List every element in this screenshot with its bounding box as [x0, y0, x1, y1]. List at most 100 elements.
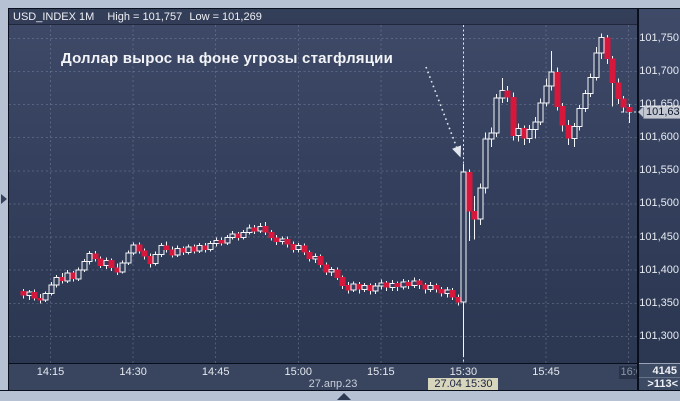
candle-down [604, 37, 611, 60]
candle-up [53, 277, 60, 286]
candle-down [273, 237, 280, 243]
horizontal-scrollbar[interactable] [0, 390, 680, 401]
candle-down [323, 264, 330, 273]
news-annotation: Доллар вырос на фоне угрозы стагфляции [61, 50, 394, 67]
candle-down [202, 245, 209, 250]
y-axis-tick-label: 101,550 [639, 164, 679, 177]
candle-down [504, 90, 511, 98]
candle-up [444, 289, 451, 294]
x-axis-tick-label: 15:00 [284, 366, 313, 378]
candle-down [466, 171, 473, 212]
candle-up [571, 125, 578, 139]
window-frame-left [0, 8, 8, 390]
candle-up [328, 269, 335, 273]
candle-up [196, 245, 203, 252]
candle-down [345, 285, 352, 291]
candle-up [125, 252, 132, 264]
y-axis-tick-label: 101,450 [639, 230, 679, 243]
candle-up [515, 127, 522, 137]
candlestick-plot[interactable] [9, 25, 637, 363]
candle-up [488, 132, 495, 140]
candle-up [482, 138, 489, 189]
candle-down [191, 246, 198, 252]
candle-up [185, 246, 192, 253]
scroll-position-marker-icon[interactable] [337, 393, 351, 400]
y-axis-tick-label: 101,600 [639, 131, 679, 144]
x-axis-tick-label: 14:15 [36, 366, 65, 378]
x-axis-tick-label: 14:30 [119, 366, 147, 378]
candle-down [510, 96, 517, 136]
candle-down [108, 259, 115, 268]
candle-up [42, 292, 49, 301]
chart-shell: USD_INDEX 1M High = 101,757 Low = 101,26… [8, 8, 680, 391]
time-axis[interactable]: 27.апр.23 27.04 15:30 14:15 14:30 14:45 15:… [9, 363, 637, 391]
bar-counter-box: 4145 >113< [639, 363, 680, 391]
candle-up [361, 284, 368, 290]
candle-up [130, 244, 137, 254]
candle-down [471, 210, 478, 220]
date-label: 27.апр.23 [308, 378, 358, 390]
candle-down [339, 277, 346, 286]
candle-down [565, 124, 572, 139]
y-axis-tick-label: 101,650 [639, 98, 679, 111]
candle-down [559, 106, 566, 126]
candle-down [356, 283, 363, 290]
candle-up [312, 255, 319, 260]
candle-up [460, 171, 467, 303]
x-axis-tick-label: 15:45 [532, 366, 560, 378]
candle-up [389, 282, 396, 288]
candle-down [416, 280, 423, 286]
candle-down [334, 269, 341, 278]
candle-up [75, 269, 82, 280]
candle-down [405, 281, 412, 286]
candle-down [147, 255, 154, 264]
candle-up [86, 253, 93, 263]
y-axis-tick-label: 101,350 [639, 296, 679, 309]
axis-separator [637, 9, 639, 391]
candle-down [31, 291, 38, 299]
candle-down [317, 255, 324, 266]
candle-up [26, 291, 33, 296]
candle-down [92, 253, 99, 260]
candle-up [493, 97, 500, 134]
candle-up [350, 283, 357, 291]
y-axis-tick-label: 101,300 [639, 329, 679, 342]
candle-down [284, 238, 291, 245]
candle-up [48, 284, 55, 294]
candle-up [427, 284, 434, 290]
candle-down [609, 58, 616, 83]
instrument-title: USD_INDEX 1M [13, 11, 95, 23]
bars-total-label: 4145 [652, 365, 677, 377]
candle-down [169, 249, 176, 256]
candle-up [548, 71, 555, 87]
y-axis-tick-label: 101,500 [639, 197, 679, 210]
candle-up [543, 85, 550, 104]
candle-down [163, 245, 170, 250]
candle-down [394, 283, 401, 288]
candle-down [433, 285, 440, 290]
candle-down [268, 232, 275, 239]
candle-down [554, 71, 561, 107]
candle-down [290, 244, 297, 250]
candle-up [158, 245, 165, 255]
candle-up [224, 237, 231, 244]
candle-down [136, 244, 143, 252]
bars-visible-label: >113< [639, 377, 680, 390]
candle-down [141, 250, 148, 257]
price-axis[interactable]: 101,639 101,750 101,700 101,650 101,600 101,… [638, 25, 680, 363]
candle-down [20, 291, 27, 296]
candle-down [180, 248, 187, 253]
candle-down [438, 289, 445, 294]
candle-up [532, 121, 539, 131]
y-axis-tick-label: 101,700 [639, 64, 679, 77]
candle-down [626, 106, 633, 113]
candle-up [240, 231, 247, 239]
candle-up [411, 280, 418, 286]
candle-up [152, 253, 159, 265]
candle-down [114, 267, 121, 273]
candle-down [306, 252, 313, 260]
plot-area[interactable]: Доллар вырос на фоне угрозы стагфляции [9, 25, 637, 363]
chart-header: USD_INDEX 1M High = 101,757 Low = 101,26… [9, 9, 637, 25]
last-price-badge: 101,639 [638, 104, 680, 119]
candle-down [218, 240, 225, 244]
